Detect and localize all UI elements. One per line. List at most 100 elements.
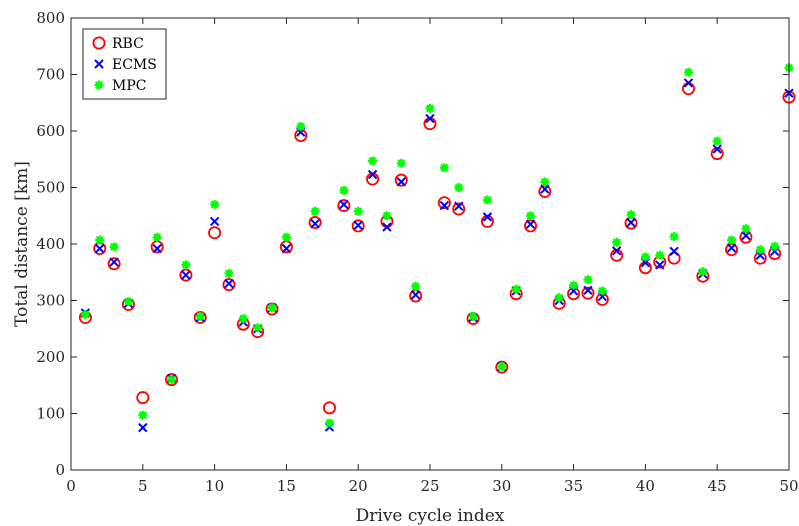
point-mpc <box>640 252 650 262</box>
point-ecms <box>396 177 406 187</box>
point-rbc <box>524 219 538 233</box>
point-ecms <box>281 243 292 254</box>
point-ecms <box>138 422 148 433</box>
point-mpc <box>310 206 320 216</box>
point-mpc <box>583 275 593 285</box>
point-rbc <box>538 184 552 198</box>
x-tick-label: 50 <box>779 477 798 495</box>
point-mpc <box>224 268 234 278</box>
point-mpc <box>439 163 449 173</box>
y-tick-label: 300 <box>36 292 65 310</box>
point-rbc <box>351 219 365 233</box>
point-mpc <box>683 67 693 77</box>
point-mpc <box>468 311 478 321</box>
point-mpc <box>526 211 536 221</box>
x-tick-label: 0 <box>66 477 76 495</box>
point-ecms <box>310 218 320 229</box>
point-ecms <box>209 216 220 227</box>
point-rbc <box>725 243 739 257</box>
point-mpc <box>296 121 306 131</box>
point-mpc <box>655 250 665 260</box>
point-ecms <box>367 169 378 180</box>
legend: RBC ECMS MPC <box>82 28 167 100</box>
point-ecms <box>683 78 694 88</box>
point-rbc <box>107 257 121 271</box>
point-ecms <box>224 278 234 289</box>
point-ecms <box>425 113 435 124</box>
point-ecms <box>583 285 593 296</box>
point-mpc <box>253 323 263 333</box>
point-mpc <box>109 242 119 252</box>
point-ecms <box>741 230 751 241</box>
y-axis-label: Total distance [km] <box>12 161 32 327</box>
legend-marker-ecms <box>94 59 104 69</box>
point-rbc <box>739 230 753 244</box>
point-mpc <box>698 267 708 277</box>
point-rbc <box>308 216 322 230</box>
legend-label-rbc: RBC <box>112 36 144 52</box>
point-ecms <box>454 201 464 211</box>
point-rbc <box>322 401 336 415</box>
point-mpc <box>80 310 90 320</box>
point-ecms <box>95 243 105 254</box>
point-mpc <box>152 232 162 242</box>
point-ecms <box>611 246 622 256</box>
point-ecms <box>353 220 363 231</box>
point-mpc <box>123 297 133 307</box>
point-mpc <box>95 235 105 245</box>
legend-label-mpc: MPC <box>112 78 146 94</box>
point-rbc <box>208 226 222 240</box>
point-mpc <box>138 410 148 420</box>
point-rbc <box>165 373 179 387</box>
point-mpc <box>597 286 607 296</box>
plot-frame <box>70 17 790 471</box>
point-ecms <box>726 243 737 253</box>
point-rbc <box>279 240 293 254</box>
x-tick-label: 15 <box>277 477 296 495</box>
point-ecms <box>669 246 679 257</box>
data-points <box>78 63 796 433</box>
point-mpc <box>353 206 363 216</box>
point-ecms <box>540 184 550 194</box>
point-ecms <box>382 222 392 232</box>
point-rbc <box>394 173 408 187</box>
point-mpc <box>195 311 205 321</box>
x-tick-label: 20 <box>349 477 368 495</box>
point-mpc <box>727 235 737 245</box>
point-mpc <box>425 103 435 113</box>
y-tick-label: 100 <box>36 405 65 423</box>
point-mpc <box>324 418 334 428</box>
x-tick-label: 30 <box>492 477 511 495</box>
point-ecms <box>626 217 636 228</box>
y-tick-label: 0 <box>55 461 65 479</box>
point-ecms <box>525 219 536 229</box>
point-mpc <box>210 199 220 209</box>
point-mpc <box>339 185 349 195</box>
point-rbc <box>495 360 509 374</box>
point-mpc <box>368 156 378 166</box>
legend-label-ecms: ECMS <box>112 57 157 73</box>
point-rbc <box>452 202 466 216</box>
point-ecms <box>712 144 722 154</box>
point-mpc <box>382 211 392 221</box>
point-rbc <box>337 199 351 213</box>
point-ecms <box>655 260 665 270</box>
x-tick-label: 35 <box>564 477 583 495</box>
point-mpc <box>741 224 751 234</box>
point-mpc <box>267 303 277 313</box>
x-tick-label: 5 <box>138 477 148 495</box>
point-ecms <box>439 200 450 211</box>
y-tick-label: 500 <box>36 179 65 197</box>
point-rbc <box>136 391 150 405</box>
y-tick-label: 600 <box>36 122 65 140</box>
point-mpc <box>540 177 550 187</box>
point-mpc <box>482 195 492 205</box>
legend-marker-mpc <box>94 80 104 90</box>
point-mpc <box>612 237 622 247</box>
point-rbc <box>581 286 595 300</box>
point-mpc <box>511 284 521 294</box>
point-mpc <box>238 314 248 324</box>
point-ecms <box>109 257 119 267</box>
x-axis-label: Drive cycle index <box>356 506 505 526</box>
point-mpc <box>396 158 406 168</box>
